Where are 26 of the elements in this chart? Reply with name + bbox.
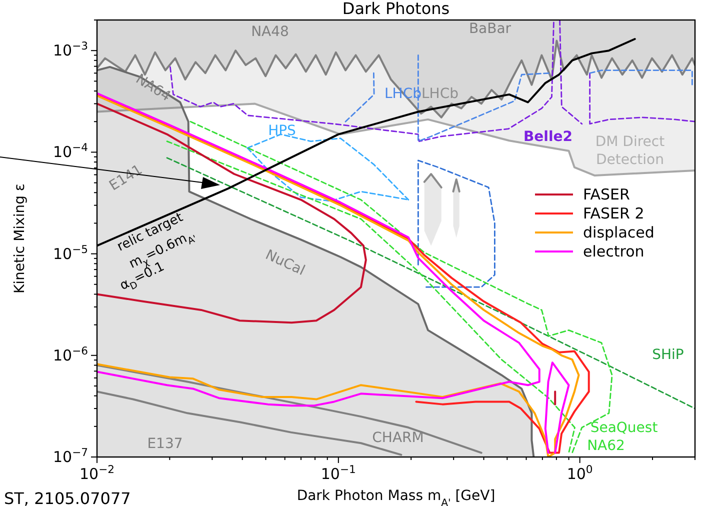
annotation: DM Direct bbox=[595, 134, 666, 150]
y-tick-label: 10$^{−5}$ bbox=[52, 242, 88, 263]
annotation: NA48 bbox=[251, 24, 289, 40]
y-tick-label: 10$^{−6}$ bbox=[52, 344, 88, 364]
y-tick-label: 10$^{−3}$ bbox=[52, 39, 88, 60]
x-tick-label: 10$^{0}$ bbox=[566, 462, 593, 483]
chart-title: Dark Photons bbox=[342, 0, 450, 18]
legend-label: displaced bbox=[583, 224, 654, 242]
annotation: SeaQuest bbox=[590, 420, 658, 436]
y-tick-label: 10$^{−4}$ bbox=[52, 140, 88, 162]
y-axis-title: Kinetic Mixing ε bbox=[12, 183, 28, 294]
annotation: NA62 bbox=[587, 438, 625, 454]
x-tick-label: 10$^{−1}$ bbox=[320, 462, 356, 483]
annotation: CHARM bbox=[372, 430, 424, 446]
annotation: SHiP bbox=[652, 346, 684, 363]
legend-label: FASER 2 bbox=[583, 204, 644, 222]
annotation: Belle2 bbox=[524, 128, 572, 145]
annotation: BaBar bbox=[468, 20, 512, 37]
x-axis-title: Dark Photon Mass m$_{A'}$ [GeV] bbox=[296, 488, 496, 506]
annotation: Detection bbox=[596, 152, 664, 168]
annotation: LHCb bbox=[422, 86, 459, 102]
annotation: E137 bbox=[147, 436, 183, 452]
legend-label: electron bbox=[583, 242, 644, 260]
annotation: HPS bbox=[268, 122, 296, 139]
legend-label: FASER bbox=[583, 186, 630, 204]
text: ST, 2105.07077 bbox=[4, 489, 131, 506]
